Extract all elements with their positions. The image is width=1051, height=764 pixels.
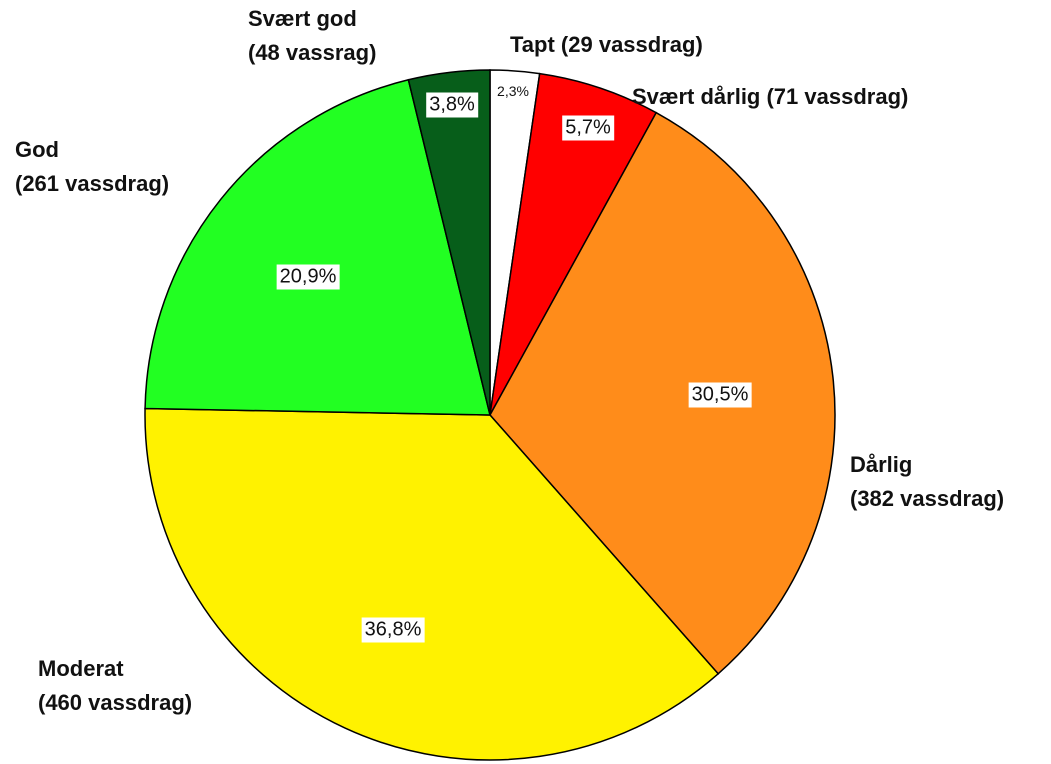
value-label: 30,5%: [688, 382, 752, 408]
slice-label: Svært god (48 vassrag): [248, 6, 377, 65]
slice-label: Moderat (460 vassdrag): [38, 656, 193, 715]
slice-label: God (261 vassdrag): [15, 137, 170, 196]
value-label: 3,8%: [426, 92, 478, 118]
slice: [144, 407, 720, 761]
value-label: 5,7%: [562, 115, 614, 141]
slice-label: Dårlig (382 vassdrag): [850, 452, 1005, 511]
slice-label: Svært dårlig (71 vassdrag): [632, 84, 909, 109]
slice: [144, 78, 491, 416]
value-label: 36,8%: [361, 617, 425, 643]
value-label: 2,3%: [494, 82, 532, 100]
slice: [407, 69, 491, 416]
slice: [489, 111, 836, 675]
value-label: 20,9%: [276, 264, 340, 290]
slice-label: Tapt (29 vassdrag): [510, 32, 703, 57]
